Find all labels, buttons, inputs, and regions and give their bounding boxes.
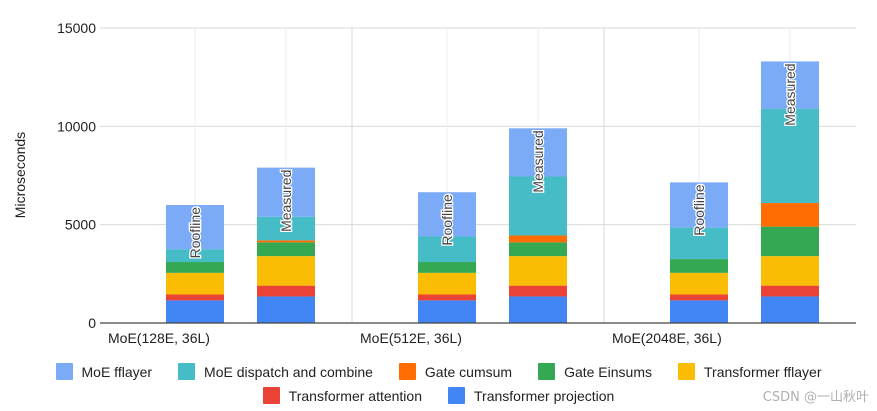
bar-segment bbox=[670, 300, 728, 323]
bar-segment bbox=[670, 272, 728, 295]
legend-item[interactable]: Gate cumsum bbox=[398, 363, 513, 380]
bar-segment bbox=[418, 272, 476, 295]
bar-labels: Roofline Measured Roofline Measured Roofline… bbox=[186, 62, 800, 259]
bar-segment bbox=[509, 242, 567, 257]
legend-label: Gate cumsum bbox=[424, 363, 513, 380]
bar-type-label: Measured bbox=[782, 63, 798, 125]
bar-segment bbox=[257, 216, 315, 241]
bar-segment bbox=[166, 272, 224, 295]
bar-segment bbox=[509, 256, 567, 286]
x-tick-label: MoE(128E, 36L) bbox=[108, 330, 210, 346]
bar-type-label: Roofline bbox=[439, 194, 455, 246]
bar-segment bbox=[761, 61, 819, 109]
legend-row-2: Transformer attention Transformer project… bbox=[0, 387, 877, 404]
bar-segment bbox=[257, 285, 315, 297]
legend-swatch bbox=[55, 363, 73, 380]
y-axis-ticks: 0 5000 10000 15000 bbox=[57, 20, 96, 331]
bar-segment bbox=[509, 235, 567, 243]
y-tick-label: 15000 bbox=[57, 20, 96, 36]
bar-segment bbox=[257, 256, 315, 286]
bar-segment bbox=[670, 259, 728, 273]
y-tick-label: 10000 bbox=[57, 118, 96, 134]
legend-item[interactable]: Transformer attention bbox=[262, 387, 422, 404]
legend-swatch bbox=[262, 387, 280, 404]
y-tick-label: 0 bbox=[88, 315, 96, 331]
grid-lines bbox=[100, 27, 856, 226]
bar-type-label: Measured bbox=[278, 170, 294, 232]
bar-segment bbox=[257, 167, 315, 217]
y-axis-title: Microseconds bbox=[12, 132, 28, 218]
bar-segment bbox=[257, 242, 315, 257]
legend-item[interactable]: Gate Einsums bbox=[538, 363, 652, 380]
legend-swatch bbox=[538, 363, 556, 380]
bar-segment bbox=[257, 240, 315, 243]
legend-label: MoE fflayer bbox=[81, 363, 153, 380]
bar-segment bbox=[761, 296, 819, 323]
bar-segment bbox=[670, 294, 728, 301]
bars bbox=[166, 61, 819, 323]
bar-segment bbox=[166, 300, 224, 323]
bar-segment bbox=[166, 205, 224, 250]
legend-item[interactable]: Transformer projection bbox=[448, 387, 614, 404]
legend-swatch bbox=[448, 387, 465, 404]
x-tick-label: MoE(512E, 36L) bbox=[360, 330, 462, 346]
legend-label: MoE dispatch and combine bbox=[204, 363, 373, 380]
bar-type-label: Measured bbox=[530, 130, 546, 192]
legend-label: Transformer projection bbox=[474, 387, 615, 404]
legend-swatch bbox=[178, 363, 196, 380]
bar-segment bbox=[509, 285, 567, 297]
bar-segment bbox=[670, 182, 728, 228]
bar-segment bbox=[418, 236, 476, 263]
bar-segment bbox=[257, 296, 315, 323]
bar-segment bbox=[509, 176, 567, 236]
bar-segment bbox=[670, 227, 728, 260]
bar-type-label: Roofline bbox=[187, 207, 203, 259]
bar-segment bbox=[509, 128, 567, 177]
bar-segment bbox=[761, 108, 819, 204]
bar-segment bbox=[761, 203, 819, 227]
x-axis-ticks: MoE(128E, 36L) MoE(512E, 36L) MoE(2048E, 3… bbox=[108, 330, 722, 346]
bar-type-label: Roofline bbox=[691, 184, 707, 236]
bar-segment bbox=[418, 192, 476, 237]
legend-item[interactable]: MoE fflayer bbox=[55, 363, 153, 380]
legend-label: Gate Einsums bbox=[564, 363, 652, 380]
bar-segment bbox=[166, 249, 224, 263]
bar-segment bbox=[418, 294, 476, 301]
bar-segment bbox=[761, 256, 819, 286]
bar-segment bbox=[418, 300, 476, 323]
legend-item[interactable]: MoE dispatch and combine bbox=[178, 363, 373, 380]
legend-swatch bbox=[398, 363, 416, 380]
bar-segment bbox=[761, 285, 819, 297]
legend-swatch bbox=[678, 363, 695, 380]
legend-item[interactable]: Transformer fflayer bbox=[678, 363, 821, 380]
legend-row-1: MoE fflayer MoE dispatch and combine Gate … bbox=[0, 363, 877, 380]
bar-segment bbox=[166, 262, 224, 273]
y-tick-label: 5000 bbox=[65, 217, 96, 233]
watermark-text: CSDN @一山秋叶 bbox=[762, 390, 869, 405]
bar-segment bbox=[509, 296, 567, 323]
x-tick-label: MoE(2048E, 36L) bbox=[612, 330, 722, 346]
bar-segment bbox=[761, 226, 819, 257]
legend-label: Transformer attention bbox=[288, 387, 422, 404]
legend-label: Transformer fflayer bbox=[704, 363, 822, 380]
bar-segment bbox=[418, 262, 476, 273]
bar-segment bbox=[166, 294, 224, 301]
